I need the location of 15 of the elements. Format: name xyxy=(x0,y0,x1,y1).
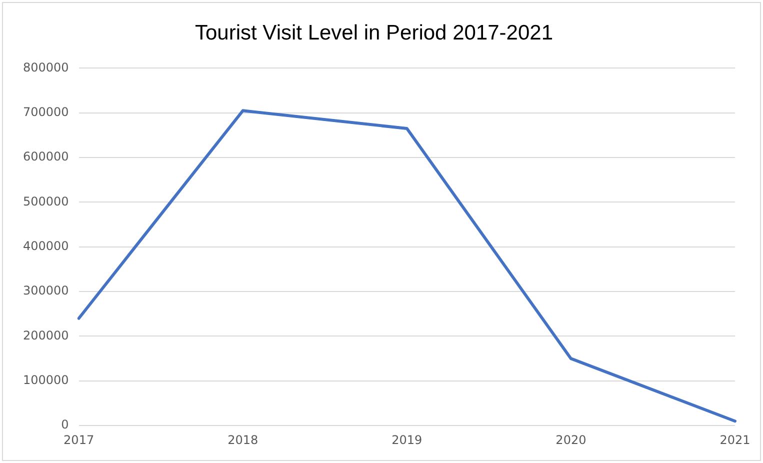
x-tick-label: 2018 xyxy=(228,432,258,447)
y-tick-label: 100000 xyxy=(22,373,69,388)
x-tick-label: 2019 xyxy=(392,432,422,447)
x-tick-label: 2020 xyxy=(556,432,586,447)
y-tick-label: 0 xyxy=(61,418,69,432)
y-tick-label: 300000 xyxy=(22,284,69,298)
y-tick-label: 400000 xyxy=(22,239,69,254)
x-tick-label: 2021 xyxy=(720,432,750,447)
y-tick-label: 800000 xyxy=(22,60,69,74)
chart-title: Tourist Visit Level in Period 2017-2021 xyxy=(195,21,553,44)
y-tick-label: 200000 xyxy=(22,328,69,342)
y-tick-label: 700000 xyxy=(22,105,69,119)
x-tick-label: 2017 xyxy=(64,432,94,447)
y-tick-label: 600000 xyxy=(22,150,69,164)
y-tick-label: 500000 xyxy=(22,194,69,208)
